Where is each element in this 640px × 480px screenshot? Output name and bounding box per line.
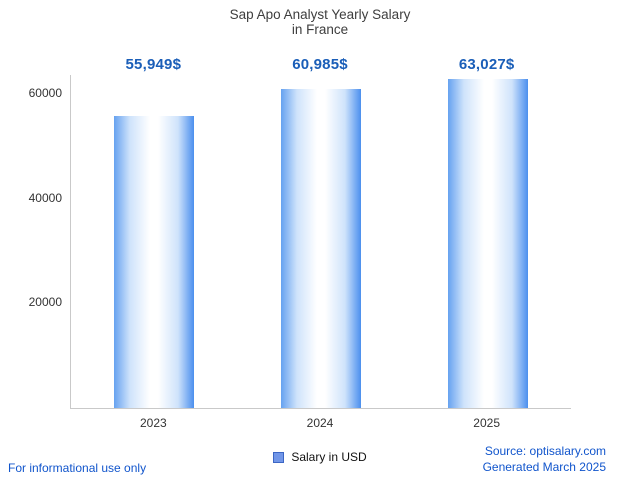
bar-2023 xyxy=(114,115,195,408)
y-tick-label: 20000 xyxy=(28,295,62,310)
source-link[interactable]: Source: optisalary.com xyxy=(484,444,606,458)
bar-value-label: 55,949$ xyxy=(125,56,182,73)
bar-value-label: 60,985$ xyxy=(292,56,348,73)
chart-title-line1: Sap Apo Analyst Yearly Salary xyxy=(229,7,411,22)
legend: Salary in USD xyxy=(0,450,640,464)
y-tick-label: 40000 xyxy=(28,190,62,205)
x-tick-label: 2024 xyxy=(306,416,334,430)
legend-swatch-icon xyxy=(273,451,285,463)
bar-2025 xyxy=(447,78,528,408)
y-tick-label: 60000 xyxy=(28,86,62,101)
chart-title: Sap Apo Analyst Yearly Salary in France xyxy=(0,7,640,37)
chart-title-line2: in France xyxy=(291,22,349,37)
generated-text: Generated March 2025 xyxy=(482,460,606,474)
source-block: Source: optisalary.com Generated March 2… xyxy=(483,443,606,475)
plot-area xyxy=(70,75,571,409)
disclaimer-text: For informational use only xyxy=(8,461,147,475)
x-tick-label: 2025 xyxy=(473,416,500,430)
bar-2024 xyxy=(281,89,361,408)
bar-value-label: 63,027$ xyxy=(458,56,515,73)
legend-label: Salary in USD xyxy=(291,450,367,464)
x-tick-label: 2023 xyxy=(139,416,167,430)
